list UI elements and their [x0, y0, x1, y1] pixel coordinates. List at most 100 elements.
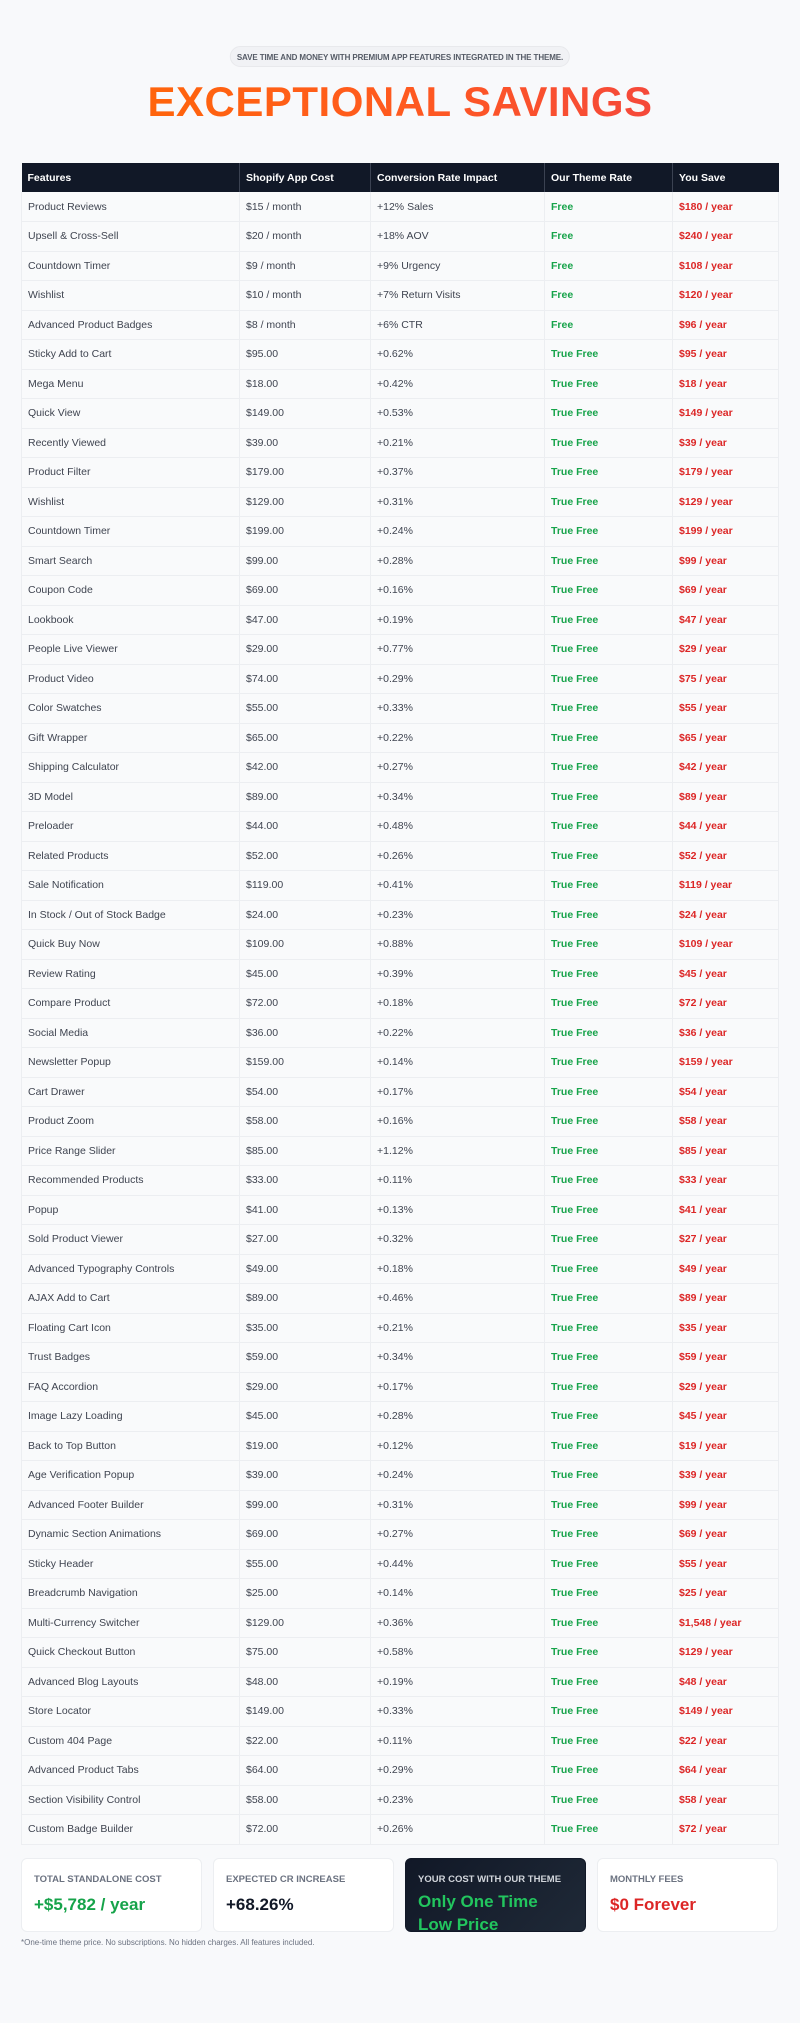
cr-impact-cell: +0.37% — [370, 457, 545, 488]
feature-cell: Product Reviews — [21, 192, 240, 222]
app-cost-cell: $45.00 — [239, 959, 371, 989]
you-save-cell: $85 / year — [672, 1136, 779, 1166]
app-cost-cell: $29.00 — [239, 634, 371, 665]
you-save-cell: $75 / year — [672, 664, 779, 694]
cr-impact-cell: +0.44% — [370, 1549, 545, 1579]
table-body: Product Reviews $15 / month +12% Sales Free… — [21, 192, 779, 1845]
you-save-cell: $99 / year — [672, 1490, 779, 1520]
feature-cell: Sale Notification — [21, 870, 240, 901]
theme-rate-cell: True Free — [544, 988, 673, 1019]
feature-cell: 3D Model — [21, 782, 240, 812]
table-row: Cart Drawer $54.00 +0.17% True Free $54 / ye… — [21, 1077, 779, 1107]
app-cost-cell: $119.00 — [239, 870, 371, 901]
theme-rate-cell: Free — [544, 280, 673, 311]
you-save-cell: $72 / year — [672, 1814, 779, 1845]
you-save-cell: $47 / year — [672, 605, 779, 635]
theme-rate-cell: True Free — [544, 1018, 673, 1048]
cr-impact-cell: +0.21% — [370, 1313, 545, 1343]
feature-cell: Trust Badges — [21, 1342, 240, 1373]
card-label: YOUR COST WITH OUR THEME — [418, 1874, 562, 1885]
app-cost-cell: $69.00 — [239, 1519, 371, 1550]
cr-impact-cell: +0.62% — [370, 339, 545, 370]
theme-rate-cell: True Free — [544, 1224, 673, 1255]
cr-impact-cell: +0.17% — [370, 1372, 545, 1402]
card-monthly-fees: MONTHLY FEES $0 Forever — [597, 1858, 778, 1932]
card-your-cost: YOUR COST WITH OUR THEME Only One Time L… — [405, 1858, 586, 1934]
table-row: Dynamic Section Animations $69.00 +0.27% Tr… — [21, 1519, 779, 1550]
theme-rate-cell: True Free — [544, 693, 673, 724]
theme-rate-cell: True Free — [544, 1578, 673, 1609]
app-cost-cell: $33.00 — [239, 1165, 371, 1196]
feature-cell: Wishlist — [21, 280, 240, 311]
you-save-cell: $55 / year — [672, 693, 779, 724]
theme-rate-cell: True Free — [544, 1726, 673, 1756]
cr-impact-cell: +0.36% — [370, 1608, 545, 1638]
cr-impact-cell: +0.48% — [370, 811, 545, 842]
table-row: Quick Buy Now $109.00 +0.88% True Free $109 … — [21, 929, 779, 960]
cr-impact-cell: +0.11% — [370, 1165, 545, 1196]
theme-rate-cell: True Free — [544, 929, 673, 960]
cr-impact-cell: +0.16% — [370, 575, 545, 606]
table-row: Quick View $149.00 +0.53% True Free $149 / y… — [21, 398, 779, 429]
feature-cell: Compare Product — [21, 988, 240, 1019]
feature-cell: Smart Search — [21, 546, 240, 576]
card-value: $0 Forever — [610, 1895, 696, 1914]
theme-rate-cell: True Free — [544, 516, 673, 547]
table-row: Compare Product $72.00 +0.18% True Free $72 … — [21, 988, 779, 1019]
you-save-cell: $29 / year — [672, 634, 779, 665]
card-label: EXPECTED CR INCREASE — [226, 1874, 346, 1885]
cr-impact-cell: +0.33% — [370, 693, 545, 724]
app-cost-cell: $59.00 — [239, 1342, 371, 1373]
table-row: Product Video $74.00 +0.29% True Free $75 / … — [21, 664, 779, 694]
feature-cell: Upsell & Cross-Sell — [21, 221, 240, 252]
you-save-cell: $129 / year — [672, 487, 779, 517]
theme-rate-cell: True Free — [544, 959, 673, 989]
app-cost-cell: $179.00 — [239, 457, 371, 488]
app-cost-cell: $39.00 — [239, 428, 371, 458]
you-save-cell: $19 / year — [672, 1431, 779, 1461]
feature-cell: Advanced Product Tabs — [21, 1755, 240, 1786]
cr-impact-cell: +0.31% — [370, 1490, 545, 1520]
theme-rate-cell: True Free — [544, 1637, 673, 1668]
theme-rate-cell: Free — [544, 310, 673, 340]
feature-cell: Image Lazy Loading — [21, 1401, 240, 1432]
app-cost-cell: $99.00 — [239, 546, 371, 576]
theme-rate-cell: True Free — [544, 664, 673, 694]
cr-impact-cell: +0.24% — [370, 1460, 545, 1491]
you-save-cell: $149 / year — [672, 1696, 779, 1727]
theme-rate-cell: True Free — [544, 782, 673, 812]
table-row: Sold Product Viewer $27.00 +0.32% True Free… — [21, 1224, 779, 1255]
app-cost-cell: $64.00 — [239, 1755, 371, 1786]
app-cost-cell: $89.00 — [239, 1283, 371, 1314]
feature-cell: Sold Product Viewer — [21, 1224, 240, 1255]
feature-cell: Popup — [21, 1195, 240, 1225]
theme-rate-cell: True Free — [544, 870, 673, 901]
cr-impact-cell: +0.27% — [370, 1519, 545, 1550]
cr-impact-cell: +1.12% — [370, 1136, 545, 1166]
cr-impact-cell: +0.32% — [370, 1224, 545, 1255]
cr-impact-cell: +0.27% — [370, 752, 545, 783]
table-row: Recommended Products $33.00 +0.11% True Fre… — [21, 1165, 779, 1196]
you-save-cell: $159 / year — [672, 1047, 779, 1078]
table-row: Advanced Product Badges $8 / month +6% CTR… — [21, 310, 779, 340]
table-row: Custom Badge Builder $72.00 +0.26% True Fre… — [21, 1814, 779, 1845]
feature-cell: Product Video — [21, 664, 240, 694]
theme-rate-cell: True Free — [544, 1077, 673, 1107]
app-cost-cell: $44.00 — [239, 811, 371, 842]
theme-rate-cell: True Free — [544, 1401, 673, 1432]
theme-rate-cell: True Free — [544, 1667, 673, 1697]
cr-impact-cell: +0.33% — [370, 1696, 545, 1727]
table-row: Social Media $36.00 +0.22% True Free $36 / y… — [21, 1018, 779, 1048]
app-cost-cell: $69.00 — [239, 575, 371, 606]
app-cost-cell: $27.00 — [239, 1224, 371, 1255]
you-save-cell: $58 / year — [672, 1785, 779, 1815]
theme-rate-cell: True Free — [544, 487, 673, 517]
tagline-badge: SAVE TIME AND MONEY WITH PREMIUM APP FEA… — [229, 46, 571, 67]
table-row: Product Zoom $58.00 +0.16% True Free $58 / y… — [21, 1106, 779, 1137]
cr-impact-cell: +0.53% — [370, 398, 545, 429]
theme-rate-cell: True Free — [544, 339, 673, 370]
card-value: Only One Time Low Price — [418, 1892, 538, 1934]
column-header-cr-impact: Conversion Rate Impact — [370, 163, 545, 192]
table-row: Preloader $44.00 +0.48% True Free $44 / year — [21, 811, 779, 842]
savings-table: Features Shopify App Cost Conversion Rat… — [21, 163, 779, 1845]
